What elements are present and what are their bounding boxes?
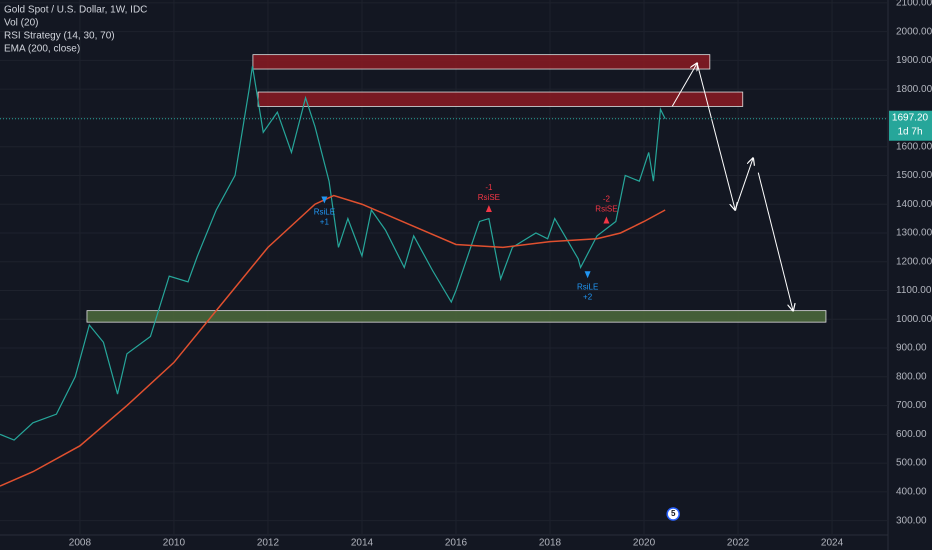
zone — [252, 54, 711, 70]
signal-label: RsiLE — [577, 282, 598, 291]
signal-label: RsiLE — [314, 208, 335, 217]
last-price-label: 1697.20 — [892, 112, 929, 123]
y-tick-label: 800.00 — [896, 371, 927, 382]
countdown: 1d 7h — [897, 126, 922, 137]
signal-count: -2 — [603, 195, 611, 204]
projection-arrow — [734, 158, 753, 211]
event-badge-label: 5 — [671, 509, 676, 518]
y-tick-label: 2000.00 — [896, 26, 932, 37]
signal-label: RsiSE — [595, 205, 617, 214]
x-tick-label: 2024 — [821, 538, 844, 549]
indicator: Vol (20) — [4, 18, 38, 29]
y-tick-label: 300.00 — [896, 515, 927, 526]
projection-arrow — [757, 172, 793, 311]
projection-arrow — [671, 63, 697, 107]
projection-arrow — [696, 63, 735, 210]
signal-marker — [485, 204, 492, 212]
last-price-tag — [889, 110, 932, 141]
signal-count: -1 — [485, 183, 493, 192]
y-tick-label: 1800.00 — [896, 84, 932, 95]
zone — [86, 310, 827, 323]
x-tick-label: 2020 — [633, 538, 656, 549]
y-tick-label: 400.00 — [896, 486, 927, 497]
indicator: EMA (200, close) — [4, 44, 80, 55]
y-tick-label: 600.00 — [896, 429, 927, 440]
x-tick-label: 2014 — [351, 538, 374, 549]
chart-title: Gold Spot / U.S. Dollar, 1W, IDC — [4, 5, 147, 16]
y-tick-label: 2100.00 — [896, 0, 932, 9]
x-tick-label: 2022 — [727, 538, 750, 549]
ema-line — [0, 194, 666, 487]
y-tick-label: 1100.00 — [896, 285, 932, 296]
y-tick-label: 500.00 — [896, 458, 927, 469]
y-tick-label: 1600.00 — [896, 141, 932, 152]
x-tick-label: 2012 — [257, 538, 280, 549]
y-tick-label: 700.00 — [896, 400, 927, 411]
y-tick-label: 1200.00 — [896, 256, 932, 267]
signal-marker — [321, 196, 328, 204]
event-badge — [666, 507, 680, 521]
signal-label: RsiSE — [478, 193, 500, 202]
y-tick-label: 1300.00 — [896, 228, 932, 239]
y-tick-label: 1500.00 — [896, 170, 932, 181]
signal-count: +2 — [583, 292, 593, 301]
x-tick-label: 2010 — [163, 538, 186, 549]
indicator: RSI Strategy (14, 30, 70) — [4, 31, 115, 42]
x-tick-label: 2008 — [69, 538, 92, 549]
y-tick-label: 1000.00 — [896, 314, 932, 325]
signal-marker — [584, 271, 591, 279]
price-line — [0, 66, 666, 441]
signal-marker — [603, 216, 610, 224]
signal-count: +1 — [320, 218, 330, 227]
zone — [257, 91, 744, 107]
y-tick-label: 1400.00 — [896, 199, 932, 210]
x-tick-label: 2018 — [539, 538, 562, 549]
x-tick-label: 2016 — [445, 538, 468, 549]
y-tick-label: 900.00 — [896, 343, 927, 354]
y-tick-label: 1900.00 — [896, 55, 932, 66]
